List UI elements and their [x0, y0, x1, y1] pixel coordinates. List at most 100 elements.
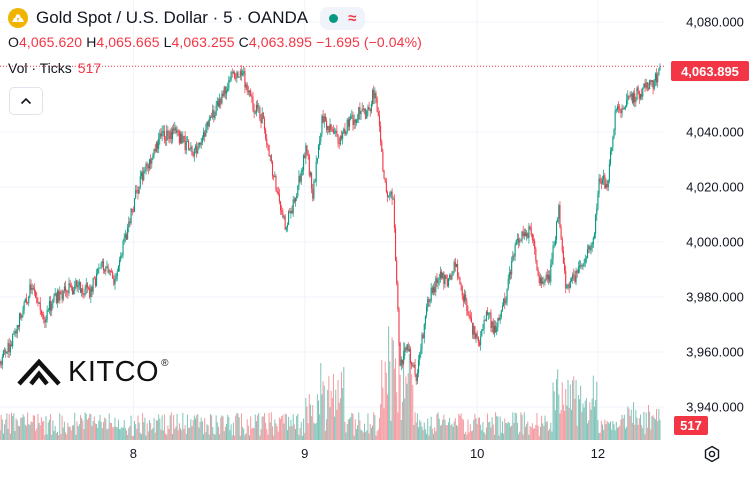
candle-body — [378, 115, 380, 126]
volume-bar — [162, 430, 164, 440]
volume-bar — [267, 434, 269, 440]
candle-body — [440, 271, 443, 279]
volume-bar — [107, 428, 109, 440]
candle-body — [568, 284, 570, 288]
candle-body — [17, 325, 19, 328]
volume-bar — [538, 435, 540, 440]
volume-bar — [626, 426, 628, 440]
volume-legend[interactable]: Vol · Ticks 517 — [8, 60, 101, 76]
volume-bar — [336, 409, 338, 440]
candle-body — [506, 288, 508, 302]
candle-body — [20, 313, 22, 319]
chart-legend-title[interactable]: Gold Spot / U.S. Dollar · 5 · OANDA ≈ — [8, 6, 366, 30]
candle-body — [209, 117, 211, 119]
volume-bar — [111, 422, 113, 440]
candle-body — [569, 280, 571, 288]
volume-bar — [483, 432, 485, 440]
candle-body — [577, 267, 579, 273]
volume-bar — [331, 398, 333, 440]
volume-bar — [564, 410, 566, 440]
candle-body — [474, 326, 476, 339]
volume-bar — [556, 379, 558, 440]
volume-bar — [139, 432, 141, 440]
volume-bar — [557, 369, 559, 440]
candle-body — [192, 155, 194, 157]
volume-bar — [591, 398, 593, 440]
volume-bar — [311, 416, 313, 440]
volume-bar — [301, 435, 303, 440]
candle-body — [344, 128, 346, 135]
candle-body — [404, 347, 406, 356]
volume-bar — [309, 404, 311, 440]
candle-body — [431, 287, 433, 293]
candle-body — [314, 181, 316, 183]
volume-bar — [465, 431, 467, 440]
candle-body — [478, 342, 481, 346]
volume-bar — [498, 435, 500, 440]
candle-body — [227, 88, 229, 91]
volume-bar — [165, 433, 167, 440]
volume-bar — [239, 435, 241, 440]
candle-body — [261, 112, 263, 124]
volume-bar — [260, 429, 262, 440]
candle-body — [48, 301, 50, 310]
volume-bar — [128, 427, 130, 440]
candle-body — [232, 72, 234, 74]
candle-body — [463, 294, 466, 302]
volume-bar — [581, 411, 583, 440]
volume-bar — [286, 429, 288, 440]
volume-bar — [2, 433, 4, 440]
volume-bar — [630, 409, 632, 440]
volume-bar — [245, 433, 247, 440]
candle-body — [566, 285, 568, 289]
volume-bar — [519, 431, 521, 440]
volume-bar — [227, 414, 229, 440]
volume-bar — [25, 425, 27, 440]
volume-bar — [240, 413, 242, 440]
volume-bar — [230, 424, 232, 440]
volume-bar — [618, 427, 620, 440]
volume-bar — [585, 398, 587, 440]
volume-bar — [33, 415, 35, 440]
volume-bar — [234, 435, 236, 440]
volume-bar — [296, 415, 298, 440]
candle-body — [564, 263, 566, 272]
collapse-legend-button[interactable] — [9, 87, 43, 115]
volume-bar — [261, 416, 263, 440]
candle-body — [624, 106, 627, 109]
market-status-pill[interactable]: ≈ — [320, 6, 366, 30]
candle-body — [78, 282, 80, 286]
symbol-title[interactable]: Gold Spot / U.S. Dollar · 5 · OANDA — [36, 8, 309, 27]
volume-bar — [224, 426, 226, 440]
volume-bar — [568, 408, 570, 440]
candle-body — [223, 87, 225, 97]
candle-body — [305, 145, 307, 159]
candle-body — [449, 275, 451, 279]
volume-bar — [176, 413, 178, 440]
candle-body — [300, 171, 302, 182]
candle-body — [225, 90, 228, 94]
candle-body — [496, 327, 498, 333]
candle-body — [408, 349, 410, 352]
candle-body — [329, 124, 331, 132]
candle-body — [583, 262, 585, 265]
volume-bar — [411, 373, 413, 440]
candle-body — [394, 228, 397, 261]
volume-bar — [213, 433, 215, 440]
candle-body — [236, 72, 238, 79]
volume-bar — [416, 413, 418, 440]
chart-settings-button[interactable] — [702, 444, 722, 464]
candle-body — [328, 125, 330, 132]
volume-bar — [474, 413, 476, 440]
candle-body — [255, 104, 257, 113]
volume-bar — [541, 415, 543, 440]
candle-body — [560, 227, 562, 239]
candle-body — [52, 299, 54, 304]
volume-bar — [487, 413, 489, 440]
volume-bar — [350, 417, 352, 440]
volume-bar — [82, 420, 84, 440]
candle-body — [68, 283, 70, 294]
volume-bar — [633, 402, 635, 440]
candle-body — [605, 183, 607, 189]
